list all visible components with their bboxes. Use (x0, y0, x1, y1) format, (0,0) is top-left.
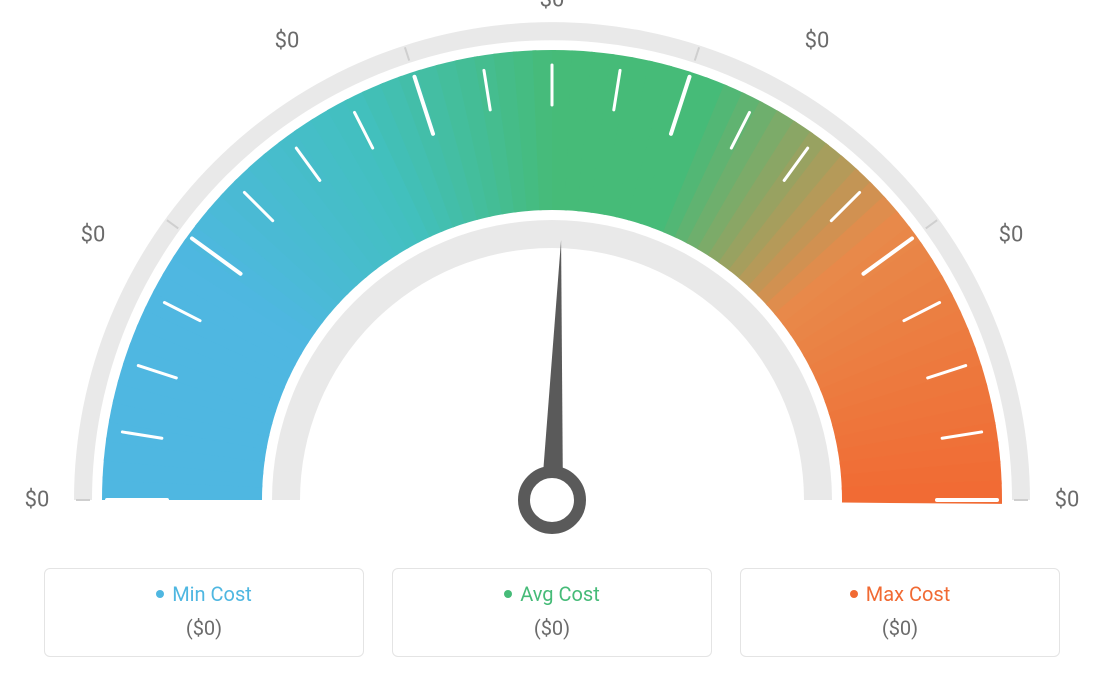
legend-title-min: Min Cost (156, 584, 252, 604)
gauge-tick-label: $0 (1055, 488, 1080, 513)
legend-title-avg: Avg Cost (504, 584, 600, 604)
legend-title-max: Max Cost (850, 584, 951, 604)
legend-label-min: Min Cost (172, 584, 252, 604)
gauge-area: $0 $0 $0 $0 $0 $0 $0 (0, 0, 1104, 560)
legend-dot-min (156, 590, 164, 598)
gauge-tick-label: $0 (805, 29, 830, 54)
legend-label-max: Max Cost (866, 584, 951, 604)
legend-card-min: Min Cost ($0) (44, 568, 364, 657)
gauge-tick-label: $0 (25, 488, 50, 513)
gauge-tick-label: $0 (81, 223, 106, 248)
legend-value-min: ($0) (45, 616, 363, 640)
gauge-chart-container: $0 $0 $0 $0 $0 $0 $0 Min Cost ($0) Avg Cost ($… (0, 0, 1104, 690)
legend-card-avg: Avg Cost ($0) (392, 568, 712, 657)
legend-card-max: Max Cost ($0) (740, 568, 1060, 657)
gauge-tick-label: $0 (999, 223, 1024, 248)
legend-value-max: ($0) (741, 616, 1059, 640)
legend-dot-avg (504, 590, 512, 598)
gauge-tick-label: $0 (275, 29, 300, 54)
gauge-svg (0, 0, 1104, 560)
legend-dot-max (850, 590, 858, 598)
legend-row: Min Cost ($0) Avg Cost ($0) Max Cost ($0… (0, 568, 1104, 657)
legend-value-avg: ($0) (393, 616, 711, 640)
gauge-tick-label: $0 (540, 0, 565, 13)
legend-label-avg: Avg Cost (520, 584, 600, 604)
